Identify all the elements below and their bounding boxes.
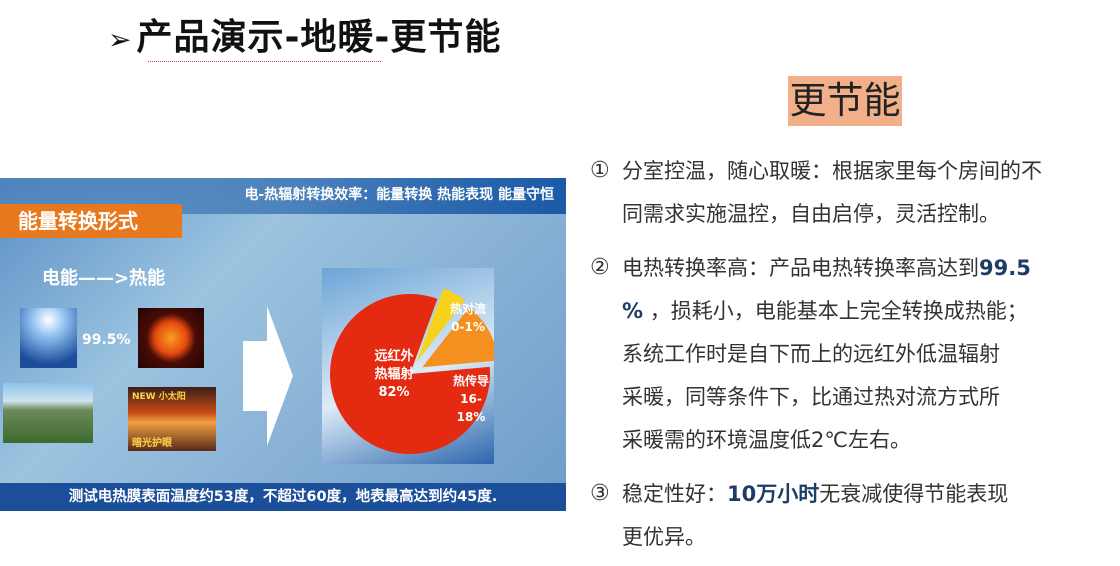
embedded-slide-image: 电-热辐射转换效率：能量转换 热能表现 能量守恒 能量转换形式 电能——>热能 … [0,178,566,511]
pie-chart-image: 远红外 热辐射 82% 热对流 0-1% 热传导 16-18% [322,268,498,464]
item-number: ③ [590,481,610,506]
slide-section-label: 能量转换形式 [0,204,182,238]
slice-value: 0-1% [451,320,485,334]
spellcheck-underline [148,61,382,62]
slice-label-conduction: 热传导 16-18% [448,372,494,426]
highlight-text: 99.5 [979,256,1031,280]
body-text: 系统工作时是自下而上的远红外低温辐射 [622,342,1000,366]
body-text: 采暖需的环境温度低2℃左右。 [622,428,911,452]
substation-image [3,383,93,443]
slice-convection [416,288,465,362]
feature-line: 采暖，同等条件下，比通过热对流方式所 [590,378,1115,421]
heater-banner-text: NEW 小太阳 [132,392,186,402]
title-text: 产品演示-地暖-更节能 [136,17,502,58]
sun-image [138,308,204,368]
slice-value: 16-18% [456,392,486,424]
item-number: ② [590,255,610,280]
bullet-arrow-icon: ➢ [108,23,133,56]
feature-line: % ，损耗小，电能基本上完全转换成热能； [590,292,1115,335]
highlight-text: % [622,299,644,323]
lightning-image [20,308,77,368]
slice-label-convection: 热对流 0-1% [450,300,486,336]
body-text: 采暖，同等条件下，比通过热对流方式所 [622,385,1000,409]
body-text: 分室控温，随心取暖：根据家里每个房间的不 [622,159,1042,183]
feature-line: 同需求实施温控，自由启停，灵活控制。 [590,195,1115,238]
body-text: 电热转换率高：产品电热转换率高达到 [622,256,979,280]
slice-radiation [330,294,490,454]
highlight-text: 10万小时 [727,482,820,506]
body-text: 无衰减使得节能表现 [819,482,1009,506]
heater-caption: 暗光护眼 [132,438,172,449]
slice-label-radiation: 远红外 热辐射 82% [364,348,424,402]
body-text: 稳定性好： [622,482,727,506]
energy-flow-text: 电能——>热能 [42,268,166,289]
slide-top-text: 电-热辐射转换效率：能量转换 热能表现 能量守恒 [244,187,554,203]
body-text: ，损耗小，电能基本上完全转换成热能； [643,299,1028,323]
body-text: 同需求实施温控，自由启停，灵活控制。 [622,202,1000,226]
slice-value: 82% [378,385,410,400]
feature-line: 更优异。 [590,518,1115,561]
spacer [590,464,1115,475]
page-title: ➢ 产品演示-地暖-更节能 [108,8,502,62]
pie-svg [330,288,498,454]
slide-bottom-bar: 测试电热膜表面温度约53度，不超过60度，地表最高达到约45度. [0,483,566,511]
feature-list: ① 分室控温，随心取暖：根据家里每个房间的不 同需求实施温控，自由启停，灵活控制。 ②… [590,152,1115,561]
spacer [590,238,1115,249]
item-number: ① [590,158,610,183]
feature-line: 系统工作时是自下而上的远红外低温辐射 [590,335,1115,378]
big-arrow-icon [243,306,293,446]
feature-line: ② 电热转换率高：产品电热转换率高达到99.5 [590,249,1115,292]
slice-label: 热对流 [450,302,487,316]
body-text: 更优异。 [622,525,706,549]
feature-line: ① 分室控温，随心取暖：根据家里每个房间的不 [590,152,1115,195]
highlight-tag: 更节能 [788,76,902,126]
feature-line: ③ 稳定性好：10万小时无衰减使得节能表现 [590,475,1115,518]
slice-conduction [422,307,498,368]
slice-label: 热传导 [452,374,489,388]
heater-image: NEW 小太阳 暗光护眼 [128,387,216,451]
feature-line: 采暖需的环境温度低2℃左右。 [590,421,1115,464]
efficiency-text: 99.5% ↑ [82,332,148,348]
slice-label: 远红外 热辐射 [374,349,414,382]
